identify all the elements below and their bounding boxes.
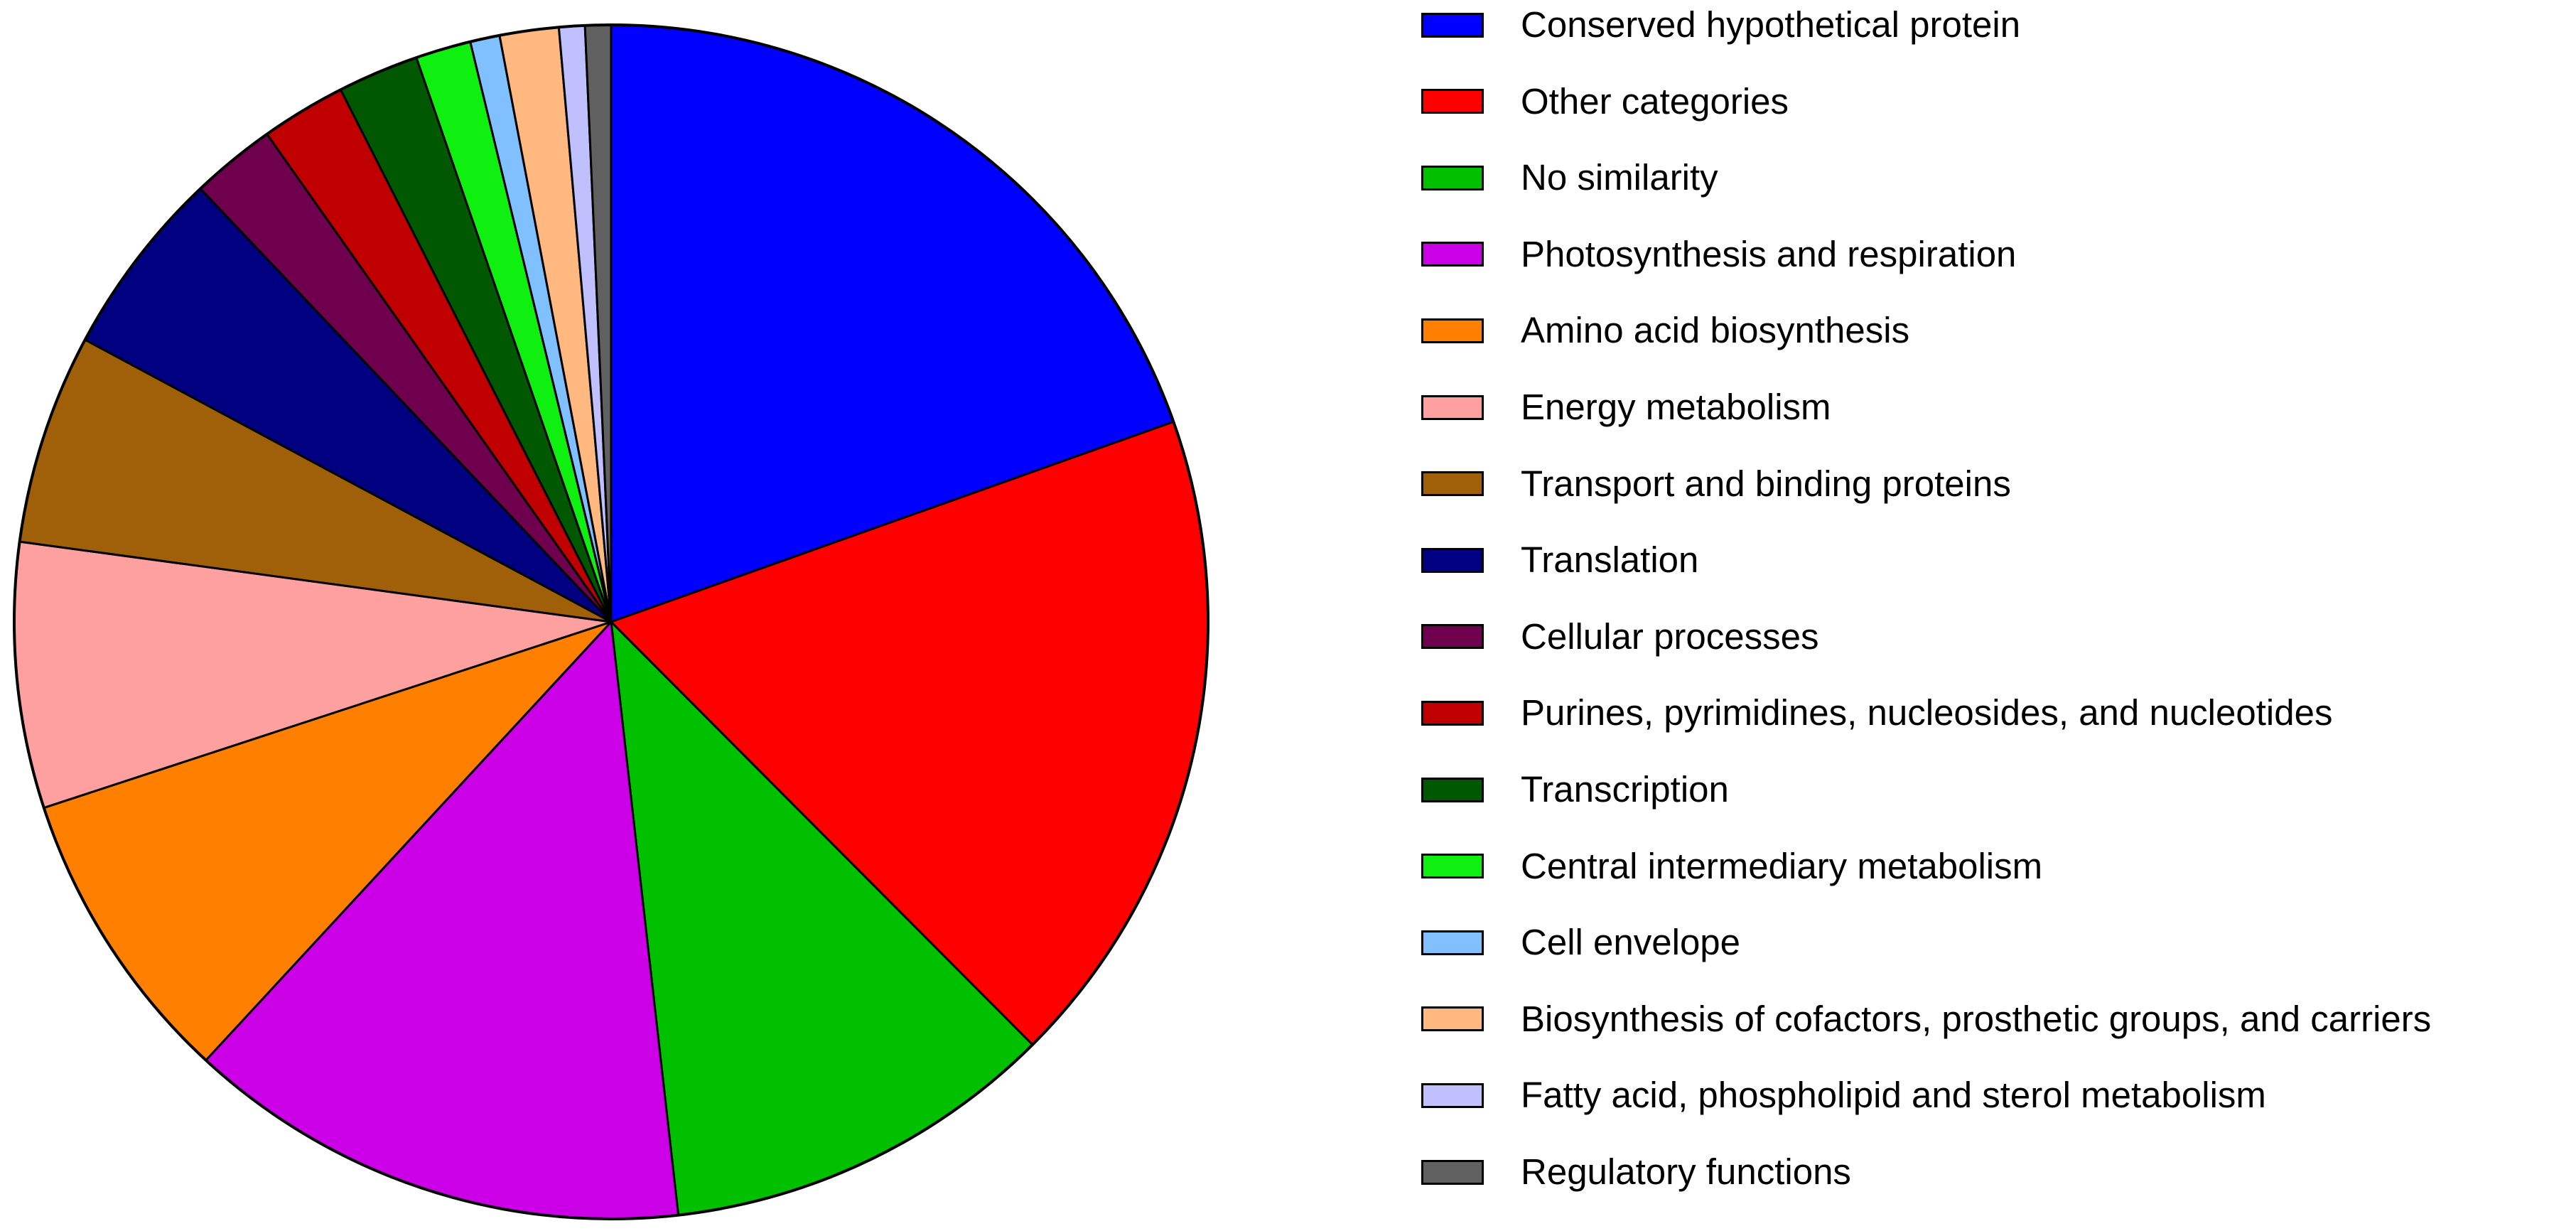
legend-item: Regulatory functions	[1421, 1151, 1851, 1193]
legend-label: Cell envelope	[1521, 922, 1741, 963]
legend-item: Photosynthesis and respiration	[1421, 233, 2016, 276]
legend-label: Conserved hypothetical protein	[1521, 4, 2021, 45]
legend-item: Cell envelope	[1421, 921, 1740, 964]
legend-item: Amino acid biosynthesis	[1421, 309, 1909, 352]
legend-label: Energy metabolism	[1521, 387, 1831, 427]
legend-swatch	[1421, 777, 1484, 802]
legend-swatch	[1421, 854, 1484, 879]
legend-swatch	[1421, 12, 1484, 38]
legend-item: Conserved hypothetical protein	[1421, 4, 2020, 46]
legend: Conserved hypothetical protein Other cate…	[1421, 0, 2572, 1231]
legend-item: Transport and binding proteins	[1421, 463, 2011, 505]
legend-item: No similarity	[1421, 156, 1718, 199]
legend-swatch	[1421, 700, 1484, 726]
legend-label: Translation	[1521, 539, 1699, 581]
legend-swatch	[1421, 394, 1484, 420]
legend-swatch	[1421, 930, 1484, 955]
legend-label: Regulatory functions	[1521, 1151, 1851, 1192]
legend-swatch	[1421, 242, 1484, 267]
legend-swatch	[1421, 471, 1484, 497]
legend-label: Transport and binding proteins	[1521, 463, 2011, 504]
legend-label: Cellular processes	[1521, 616, 1819, 657]
legend-swatch	[1421, 1159, 1484, 1185]
legend-swatch	[1421, 547, 1484, 573]
legend-label: Biosynthesis of cofactors, prosthetic gr…	[1521, 998, 2432, 1039]
legend-item: Central intermediary metabolism	[1421, 845, 2042, 888]
legend-label: Purines, pyrimidines, nucleosides, and n…	[1521, 692, 2333, 733]
legend-item: Biosynthesis of cofactors, prosthetic gr…	[1421, 998, 2431, 1041]
legend-item: Other categories	[1421, 80, 1789, 123]
legend-swatch	[1421, 1082, 1484, 1108]
legend-label: Amino acid biosynthesis	[1521, 310, 1910, 351]
legend-label: Other categories	[1521, 80, 1789, 122]
legend-item: Transcription	[1421, 768, 1729, 811]
legend-swatch	[1421, 318, 1484, 343]
legend-swatch	[1421, 624, 1484, 650]
legend-label: Photosynthesis and respiration	[1521, 233, 2017, 274]
legend-item: Translation	[1421, 539, 1698, 581]
legend-swatch	[1421, 1006, 1484, 1032]
pie-plot-area	[13, 23, 1209, 1220]
legend-label: Fatty acid, phospholipid and sterol meta…	[1521, 1075, 2266, 1116]
legend-label: Central intermediary metabolism	[1521, 845, 2043, 886]
legend-item: Cellular processes	[1421, 616, 1819, 658]
legend-swatch	[1421, 89, 1484, 114]
legend-item: Fatty acid, phospholipid and sterol meta…	[1421, 1074, 2266, 1117]
legend-label: Transcription	[1521, 769, 1729, 810]
legend-item: Energy metabolism	[1421, 386, 1831, 429]
legend-label: No similarity	[1521, 157, 1718, 198]
legend-swatch	[1421, 165, 1484, 190]
legend-item: Purines, pyrimidines, nucleosides, and n…	[1421, 692, 2332, 734]
pie-outline	[13, 23, 1209, 1220]
